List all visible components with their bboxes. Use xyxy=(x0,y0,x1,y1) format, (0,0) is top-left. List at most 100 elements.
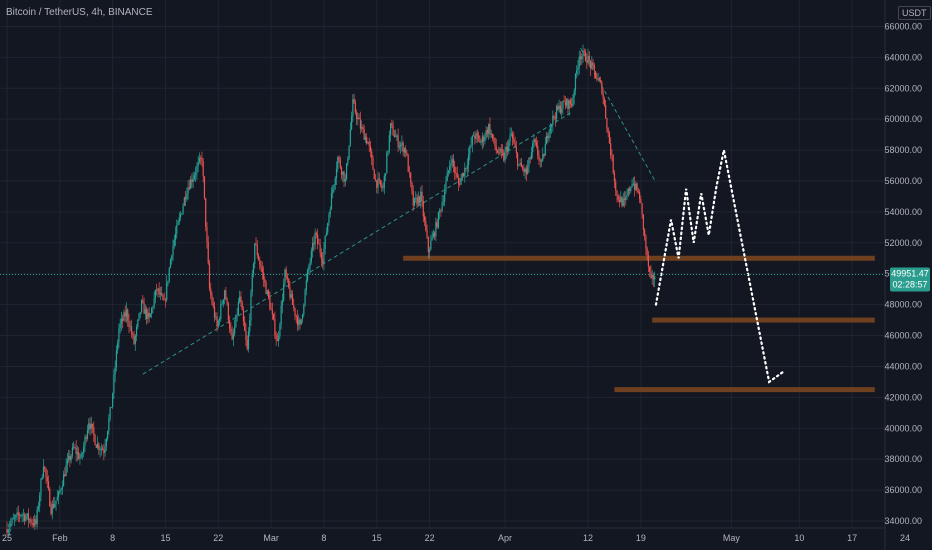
candle-body xyxy=(305,280,307,291)
candle-body xyxy=(52,503,55,508)
candle-body xyxy=(439,210,441,213)
candle-body xyxy=(488,124,490,134)
candle-body xyxy=(343,171,345,182)
candle-body xyxy=(445,181,447,192)
candle-body xyxy=(276,339,278,342)
candle-body xyxy=(392,125,394,136)
time-axis[interactable]: 25 Feb 8 15 22 Mar 8 15 22 Apr 12 19 May 10 17 24 xyxy=(0,527,910,543)
candle-body xyxy=(90,423,92,430)
candle-body xyxy=(577,67,579,71)
candle-body xyxy=(20,515,22,516)
candle-body xyxy=(140,300,143,313)
candle-body xyxy=(152,307,154,309)
candle-body xyxy=(622,198,624,206)
time-tick-label: Feb xyxy=(52,533,68,543)
candle-body xyxy=(149,313,151,318)
candle-body xyxy=(115,350,118,368)
candle-body xyxy=(611,155,613,156)
candle-body xyxy=(104,446,106,453)
candle-body xyxy=(608,132,611,144)
candle-body xyxy=(623,198,626,201)
candle-body xyxy=(32,523,35,526)
candle-body xyxy=(218,319,221,321)
candle-body xyxy=(132,333,134,335)
price-tick-label: 38000.00 xyxy=(884,454,922,464)
candlestick-series xyxy=(6,44,656,537)
candle-body xyxy=(49,488,51,507)
candle-body xyxy=(564,101,567,106)
candle-body xyxy=(547,135,549,139)
candle-body xyxy=(417,196,419,205)
candle-body xyxy=(181,213,183,215)
candle-body xyxy=(179,213,182,218)
candle-body xyxy=(167,280,169,283)
candle-body xyxy=(64,474,66,477)
candle-body xyxy=(418,196,421,203)
candle-body xyxy=(455,172,457,174)
candle-body xyxy=(270,308,272,310)
candle-body xyxy=(483,136,485,142)
candle-body xyxy=(533,139,535,144)
projection-dotted-line xyxy=(654,149,786,384)
candle-body xyxy=(406,152,408,156)
candle-body xyxy=(125,309,128,317)
candle-body xyxy=(36,509,38,524)
candle-body xyxy=(330,193,333,210)
candle-body xyxy=(352,99,354,117)
candle-body xyxy=(391,123,393,126)
price-tick-label: 54000.00 xyxy=(884,207,922,217)
candle-body xyxy=(107,431,109,440)
candle-body xyxy=(605,104,607,119)
time-tick-label: 17 xyxy=(847,533,857,543)
price-tag-value: 49951.47 xyxy=(891,268,929,278)
price-tick-label: 60000.00 xyxy=(884,114,922,124)
candle-body xyxy=(484,137,486,142)
candle-body xyxy=(76,452,79,455)
candle-body xyxy=(511,133,514,139)
candle-body xyxy=(85,437,87,439)
candle-body xyxy=(169,259,172,268)
candle-body xyxy=(628,188,631,191)
candle-body xyxy=(279,324,281,336)
candle-body xyxy=(509,135,511,142)
candle-body xyxy=(260,264,262,269)
candle-body xyxy=(413,197,416,206)
candle-body xyxy=(493,137,495,139)
time-tick-label: 15 xyxy=(160,533,170,543)
candle-body xyxy=(80,454,82,458)
candle-body xyxy=(300,319,302,325)
candle-body xyxy=(625,196,627,201)
candle-body xyxy=(572,97,574,106)
candle-body xyxy=(61,486,63,490)
candle-body xyxy=(345,163,348,180)
candle-body xyxy=(308,266,310,270)
candle-body xyxy=(432,232,434,238)
candle-body xyxy=(197,162,199,167)
candle-body xyxy=(534,139,536,143)
candle-body xyxy=(198,157,201,163)
candle-body xyxy=(377,178,379,188)
candle-body xyxy=(157,288,159,291)
time-tick-label: 24 xyxy=(900,533,910,543)
candle-body xyxy=(241,302,243,311)
candle-body xyxy=(530,152,533,160)
candle-body xyxy=(401,142,403,145)
candle-body xyxy=(444,191,446,202)
candle-body xyxy=(195,173,197,176)
candle-body xyxy=(451,159,453,164)
candle-body xyxy=(654,276,656,280)
candle-body xyxy=(630,187,632,191)
candle-body xyxy=(86,430,89,439)
candle-body xyxy=(304,290,306,305)
time-tick-label: 22 xyxy=(213,533,223,543)
candle-body xyxy=(579,56,582,60)
candle-body xyxy=(592,62,594,66)
candle-body xyxy=(339,159,341,168)
candle-body xyxy=(325,232,328,236)
candle-body xyxy=(162,295,164,300)
candle-body xyxy=(142,300,144,303)
candle-body xyxy=(182,205,184,214)
support-level-band xyxy=(403,255,875,261)
candle-body xyxy=(471,135,473,145)
